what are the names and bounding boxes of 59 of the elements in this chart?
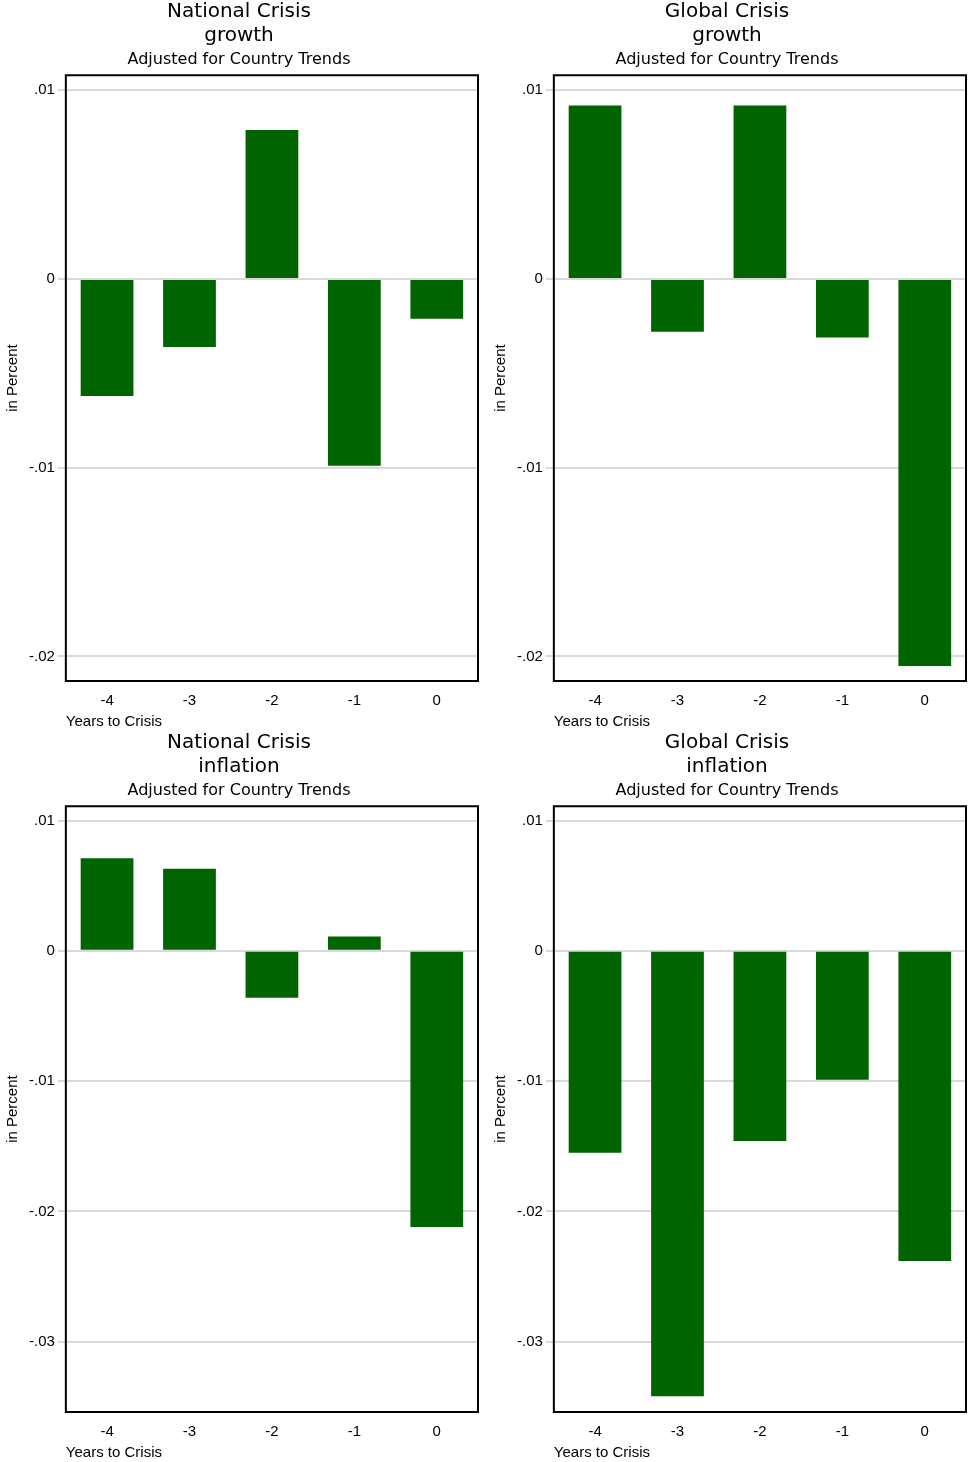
y-tick-label: -.01 bbox=[28, 1071, 55, 1089]
chart-title: Global Crisis growth bbox=[664, 0, 790, 47]
x-axis-title: Years to Crisis bbox=[553, 1443, 650, 1461]
x-axis-title: Years to Crisis bbox=[553, 712, 650, 730]
bar bbox=[163, 868, 216, 950]
y-tick-label: 0 bbox=[46, 269, 55, 287]
x-tick-label: -3 bbox=[182, 691, 197, 709]
x-tick-label: -4 bbox=[588, 1422, 602, 1440]
y-tick-label: .01 bbox=[521, 80, 543, 98]
y-tick-label: 0 bbox=[46, 940, 55, 958]
y-axis-title: in Percent bbox=[491, 343, 509, 412]
x-tick-label: -3 bbox=[670, 691, 685, 709]
y-tick-label: 0 bbox=[534, 269, 543, 287]
x-tick-label: -1 bbox=[835, 1422, 850, 1440]
y-tick-label: -.03 bbox=[516, 1331, 543, 1349]
bar bbox=[245, 951, 299, 998]
y-tick-label: -.01 bbox=[516, 457, 543, 475]
chart-title: National Crisis growth bbox=[167, 0, 311, 47]
y-tick-label: -.02 bbox=[28, 1201, 55, 1219]
x-axis-title: Years to Crisis bbox=[65, 1443, 162, 1461]
chart-subtitle: Adjusted for Country Trends bbox=[615, 48, 839, 68]
x-tick-label: -3 bbox=[182, 1422, 197, 1440]
y-tick-label: -.03 bbox=[28, 1331, 55, 1349]
x-tick-label: 0 bbox=[920, 1422, 929, 1440]
x-tick-label: -1 bbox=[835, 691, 850, 709]
chart-title: Global Crisis inflation bbox=[664, 729, 790, 778]
x-tick-label: -2 bbox=[753, 691, 767, 709]
chart-title: National Crisis inflation bbox=[167, 729, 311, 778]
x-tick-label: -1 bbox=[347, 691, 362, 709]
bar bbox=[327, 936, 381, 950]
x-tick-label: -1 bbox=[347, 1422, 362, 1440]
x-tick-label: -2 bbox=[753, 1422, 767, 1440]
y-tick-label: -.02 bbox=[516, 646, 543, 664]
x-tick-label: -2 bbox=[265, 691, 279, 709]
x-tick-label: -4 bbox=[100, 1422, 114, 1440]
x-tick-label: -4 bbox=[588, 691, 602, 709]
bar bbox=[410, 951, 464, 1227]
x-axis-title: Years to Crisis bbox=[65, 712, 162, 730]
y-tick-label: .01 bbox=[33, 80, 55, 98]
chart-subtitle: Adjusted for Country Trends bbox=[127, 48, 351, 68]
y-tick-label: -.02 bbox=[516, 1201, 543, 1219]
x-tick-label: -2 bbox=[265, 1422, 279, 1440]
x-tick-label: 0 bbox=[432, 691, 441, 709]
y-axis-title: in Percent bbox=[3, 1074, 21, 1143]
y-tick-label: -.02 bbox=[28, 646, 55, 664]
bar bbox=[80, 858, 134, 950]
x-tick-label: 0 bbox=[432, 1422, 441, 1440]
x-tick-label: -4 bbox=[100, 691, 114, 709]
y-axis-title: in Percent bbox=[491, 1074, 509, 1143]
y-tick-label: 0 bbox=[534, 940, 543, 958]
chart-subtitle: Adjusted for Country Trends bbox=[615, 779, 839, 799]
x-tick-label: 0 bbox=[920, 691, 929, 709]
y-axis-title: in Percent bbox=[3, 343, 21, 412]
y-tick-label: .01 bbox=[521, 810, 543, 828]
x-tick-label: -3 bbox=[670, 1422, 685, 1440]
y-tick-label: -.01 bbox=[28, 457, 55, 475]
chart-subtitle: Adjusted for Country Trends bbox=[127, 779, 351, 799]
y-tick-label: -.01 bbox=[516, 1071, 543, 1089]
y-tick-label: .01 bbox=[33, 810, 55, 828]
